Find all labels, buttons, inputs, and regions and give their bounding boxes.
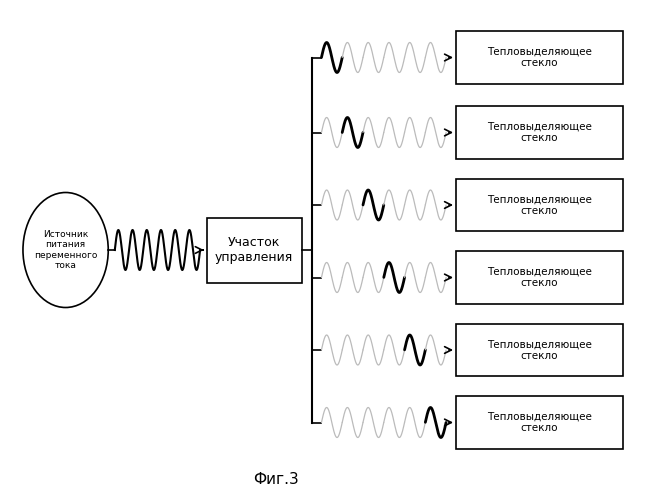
Text: Источник
питания
переменного
тока: Источник питания переменного тока — [34, 230, 97, 270]
Text: Тепловыделяющее
стекло: Тепловыделяющее стекло — [487, 412, 592, 434]
Text: Фиг.3: Фиг.3 — [253, 472, 298, 488]
Bar — [456, 31, 623, 84]
Text: Тепловыделяющее
стекло: Тепловыделяющее стекло — [487, 122, 592, 144]
Text: Тепловыделяющее
стекло: Тепловыделяющее стекло — [487, 46, 592, 68]
Text: Тепловыделяющее
стекло: Тепловыделяющее стекло — [487, 339, 592, 361]
Bar — [456, 396, 623, 449]
Text: Тепловыделяющее
стекло: Тепловыделяющее стекло — [487, 194, 592, 216]
Bar — [456, 179, 623, 231]
Bar — [456, 324, 623, 376]
Text: Тепловыделяющее
стекло: Тепловыделяющее стекло — [487, 266, 592, 288]
Bar — [456, 251, 623, 304]
Bar — [456, 106, 623, 159]
Text: Участок
управления: Участок управления — [215, 236, 293, 264]
Bar — [207, 218, 302, 282]
